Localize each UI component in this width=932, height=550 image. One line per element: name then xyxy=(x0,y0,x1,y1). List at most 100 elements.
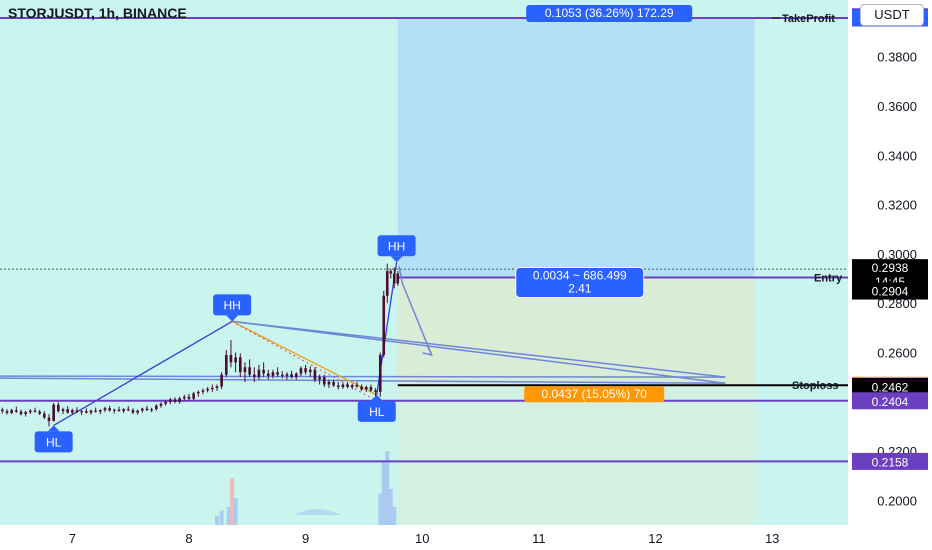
candle-body xyxy=(29,410,32,413)
price-badge-text: 0.2158 xyxy=(872,455,909,469)
currency-button[interactable]: USDT xyxy=(860,4,924,26)
candle-body xyxy=(155,405,158,410)
candle-body xyxy=(280,374,284,376)
trend-line xyxy=(0,377,726,385)
y-tick-label: 0.3800 xyxy=(877,50,917,65)
candle-body xyxy=(71,410,74,413)
candle-body xyxy=(248,367,251,375)
candle-body xyxy=(374,390,377,392)
price-badge-text: 0.2404 xyxy=(872,395,909,409)
entry-info-text: 0.0034 ~ 686.499 xyxy=(533,269,627,283)
candle-body xyxy=(192,393,195,399)
y-tick-label: 0.2800 xyxy=(877,296,917,311)
candle-body xyxy=(276,372,279,375)
x-tick-label: 13 xyxy=(765,531,779,546)
candle-body xyxy=(385,271,389,296)
candle-body xyxy=(113,409,116,411)
volume-profile xyxy=(293,509,341,515)
y-tick-label: 0.2600 xyxy=(877,345,917,360)
candle-body xyxy=(252,374,256,378)
volume-bar xyxy=(219,510,224,525)
volume-bar xyxy=(214,516,219,525)
volume-bar xyxy=(233,498,238,525)
candle-body xyxy=(369,386,373,391)
candle-body xyxy=(52,404,55,421)
candle-body xyxy=(271,372,275,376)
candle-body xyxy=(75,410,79,413)
candle-body xyxy=(168,399,172,402)
candle-body xyxy=(38,411,41,414)
candle-body xyxy=(392,273,396,284)
candle-body xyxy=(210,387,214,390)
x-tick-label: 7 xyxy=(69,531,76,546)
candle-body xyxy=(122,409,125,412)
entry-label: Entry xyxy=(814,273,843,285)
zigzag-line xyxy=(231,320,378,396)
candle-body xyxy=(290,374,293,378)
candle-body xyxy=(322,377,326,385)
candle-body xyxy=(304,368,307,373)
candle-body xyxy=(378,354,382,392)
candle-body xyxy=(15,410,18,412)
candle-body xyxy=(117,409,121,412)
volume-bar xyxy=(392,507,397,525)
x-tick-label: 10 xyxy=(415,531,429,546)
price-badge-text: 0.2462 xyxy=(872,380,909,394)
entry-price-box xyxy=(852,282,928,300)
stop-info-box xyxy=(524,386,665,403)
candle-body xyxy=(396,273,400,284)
x-tick-label: 12 xyxy=(648,531,662,546)
candle-body xyxy=(389,271,393,274)
marker-label-pointer xyxy=(370,394,383,401)
candle-body xyxy=(66,409,69,413)
candle-body xyxy=(262,369,265,374)
candle-body xyxy=(238,357,242,373)
candle-body xyxy=(299,368,303,374)
price-badge-box xyxy=(852,452,928,470)
x-tick-label: 11 xyxy=(532,531,546,546)
y-tick-label: 0.3200 xyxy=(877,198,917,213)
stoploss-label: Stoploss xyxy=(792,380,838,392)
candle-body xyxy=(80,411,83,413)
marker-label-box xyxy=(34,431,73,453)
y-tick-label: 0.3600 xyxy=(877,99,917,114)
candle-body xyxy=(19,411,23,415)
candle-body xyxy=(43,413,46,418)
candle-body xyxy=(220,374,223,387)
candle-body xyxy=(85,411,88,413)
candle-body xyxy=(178,398,181,402)
candle-body xyxy=(61,409,65,412)
y-tick-label: 0.2000 xyxy=(877,493,917,508)
marker-label-box xyxy=(213,294,252,316)
candle-body xyxy=(196,391,200,394)
candle-body xyxy=(318,377,321,380)
y-tick-label: 0.3000 xyxy=(877,247,917,262)
projection-arrow-head xyxy=(422,345,433,356)
candle-body xyxy=(360,386,363,390)
candle-body xyxy=(229,354,233,363)
volume-bar xyxy=(230,478,235,525)
candle-body xyxy=(99,410,102,412)
trend-line xyxy=(232,320,726,385)
zigzag-line xyxy=(53,320,233,426)
candle-body xyxy=(201,390,205,392)
current-price-text: 0.2938 xyxy=(872,261,909,275)
projection-arrow xyxy=(398,266,433,356)
candle-body xyxy=(131,410,135,413)
marker-label-text: HL xyxy=(46,435,62,449)
marker-label-text: HH xyxy=(388,239,405,253)
candle-body xyxy=(182,396,186,399)
symbol-title[interactable]: STORJUSDT, 1h, BINANCE xyxy=(8,5,187,21)
candle-body xyxy=(382,295,386,355)
candle-body xyxy=(215,386,219,388)
candle-body xyxy=(47,417,51,421)
candle-body xyxy=(243,367,247,373)
candle-body xyxy=(164,401,167,404)
target-info-box xyxy=(526,4,693,22)
entry-price-text: 0.2904 xyxy=(872,285,909,299)
volume-bar xyxy=(388,489,393,525)
candle-body xyxy=(327,382,331,385)
candle-body xyxy=(336,385,340,387)
candle-body xyxy=(10,410,13,413)
